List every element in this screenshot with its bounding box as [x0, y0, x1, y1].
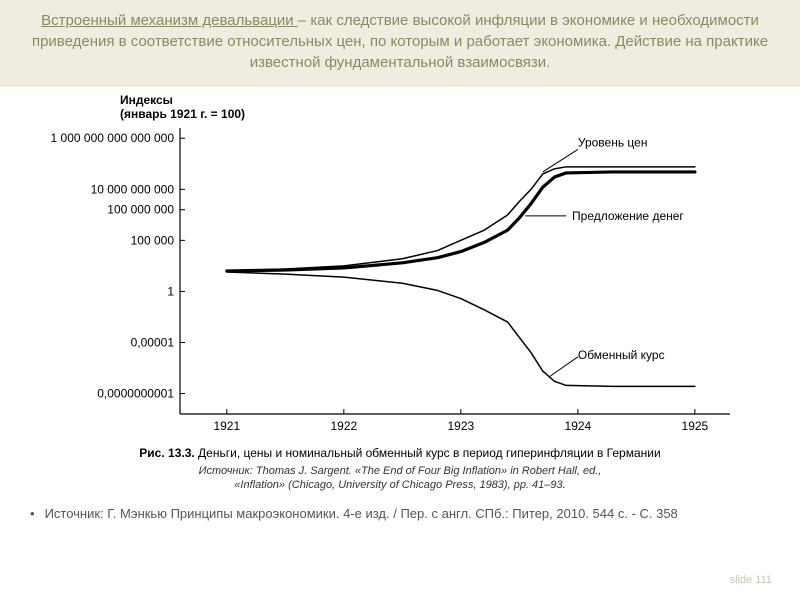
svg-text:10 000 000 000: 10 000 000 000	[91, 182, 175, 196]
svg-text:0,0000000001: 0,0000000001	[97, 386, 174, 400]
line-chart: 0,0000000001 0,00001 1 100 000 100 000 000 10…	[50, 122, 750, 442]
svg-text:1924: 1924	[565, 419, 592, 433]
svg-text:Уровень цен: Уровень цен	[578, 135, 648, 149]
svg-text:1921: 1921	[213, 419, 240, 433]
chart-title-line2: (январь 1921 г. = 100)	[120, 107, 770, 121]
bullet-icon: •	[30, 506, 35, 521]
footer-citation: • Источник: Г. Мэнкью Принципы макроэконо…	[30, 506, 800, 521]
svg-text:Обменный курс: Обменный курс	[578, 348, 665, 362]
figure-source: Источник: Thomas J. Sargent. «The End of…	[30, 464, 770, 493]
figure-source-line2: «Inflation» (Chicago, University of Chic…	[30, 478, 770, 492]
svg-text:1923: 1923	[447, 419, 474, 433]
svg-text:100 000 000: 100 000 000	[107, 202, 174, 216]
header-block: Встроенный механизм девальвации – как сл…	[0, 0, 800, 87]
chart-zone: Индексы (январь 1921 г. = 100) 0,0000000…	[0, 87, 800, 492]
svg-text:Предложение денег: Предложение денег	[572, 209, 684, 223]
header-underlined: Встроенный механизм девальвации	[41, 12, 298, 29]
svg-text:100 000: 100 000	[131, 233, 175, 247]
slide-number: slide 111	[730, 574, 772, 586]
svg-text:0,00001: 0,00001	[131, 335, 175, 349]
svg-text:1 000 000 000 000 000: 1 000 000 000 000 000	[51, 131, 175, 145]
figure-source-line1: Источник: Thomas J. Sargent. «The End of…	[30, 464, 770, 478]
chart-title-line1: Индексы	[120, 93, 770, 107]
figure-caption-text: Деньги, цены и номинальный обменный курс…	[195, 446, 661, 460]
svg-text:1: 1	[167, 284, 174, 298]
footer-text: Источник: Г. Мэнкью Принципы макроэконом…	[45, 506, 678, 521]
chart-y-title: Индексы (январь 1921 г. = 100)	[120, 93, 770, 122]
svg-text:1925: 1925	[682, 419, 709, 433]
figure-caption: Рис. 13.3. Деньги, цены и номинальный об…	[30, 446, 770, 460]
figure-caption-prefix: Рис. 13.3.	[139, 446, 194, 460]
svg-text:1922: 1922	[330, 419, 357, 433]
